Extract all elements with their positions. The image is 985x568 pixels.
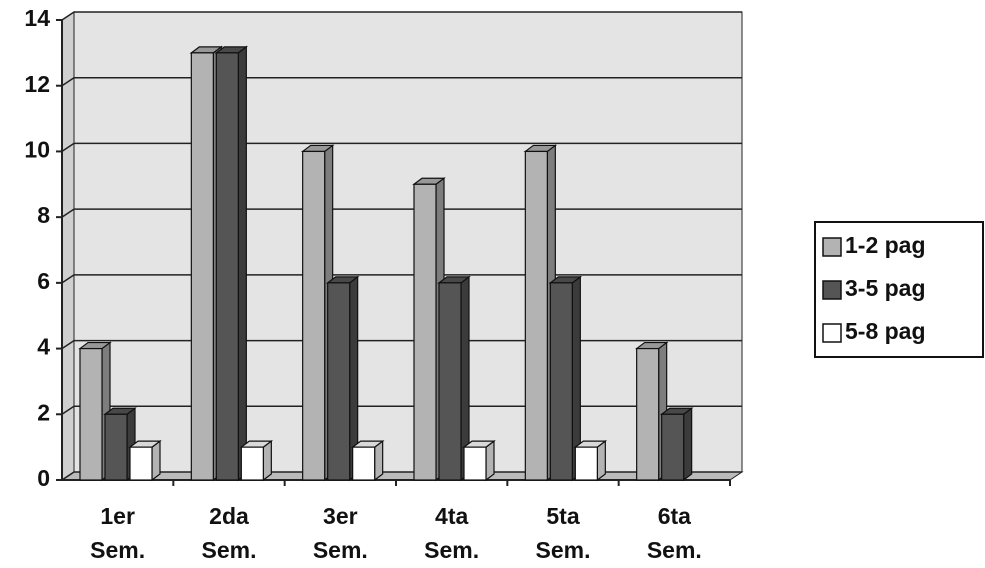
grid-line (61, 11, 742, 21)
bar (215, 52, 239, 481)
bar-side (683, 407, 693, 482)
x-tick-label: 4ta Sem. (424, 503, 479, 563)
bar (524, 150, 548, 481)
grid-line (61, 208, 742, 218)
legend-swatch (822, 280, 842, 300)
grid-line (61, 405, 742, 415)
legend-label: 1-2 pag (845, 232, 926, 258)
x-tick-label: 5ta Sem. (536, 503, 591, 563)
legend-swatch (822, 237, 842, 257)
bar (327, 282, 351, 481)
grid-line (61, 142, 742, 153)
y-tick-label: 4 (37, 334, 50, 360)
y-tick-label: 2 (37, 399, 50, 425)
x-tick-label: 2da Sem. (202, 503, 257, 563)
bar (574, 446, 598, 481)
grid-line (61, 76, 742, 87)
grid-line (61, 339, 742, 350)
y-tick-label: 8 (37, 202, 50, 228)
bar (636, 347, 660, 481)
legend-box (814, 221, 984, 358)
bar (549, 282, 573, 481)
x-tick-label: 3er Sem. (313, 503, 368, 563)
bar (438, 282, 462, 481)
y-tick-label: 10 (24, 137, 50, 163)
legend-label: 5-8 pag (845, 318, 926, 344)
bar (661, 413, 685, 481)
bar (129, 446, 153, 481)
bar (352, 446, 376, 481)
y-tick-label: 12 (24, 71, 50, 97)
grid-line (61, 274, 742, 284)
bar (240, 446, 264, 481)
legend-label: 3-5 pag (845, 275, 926, 301)
bar (413, 183, 437, 481)
grid-line (61, 471, 742, 481)
y-tick-label: 14 (24, 5, 50, 31)
y-tick-label: 0 (37, 465, 50, 491)
y-tick-label: 6 (37, 268, 50, 294)
bar-side (237, 45, 247, 482)
x-tick-label: 6ta Sem. (647, 503, 702, 563)
bar (79, 347, 103, 481)
legend-swatch (822, 323, 842, 343)
bar (463, 446, 487, 481)
x-tick-label: 1er Sem. (90, 503, 145, 563)
bar (104, 413, 128, 481)
bar (190, 52, 214, 481)
bar (302, 150, 326, 481)
